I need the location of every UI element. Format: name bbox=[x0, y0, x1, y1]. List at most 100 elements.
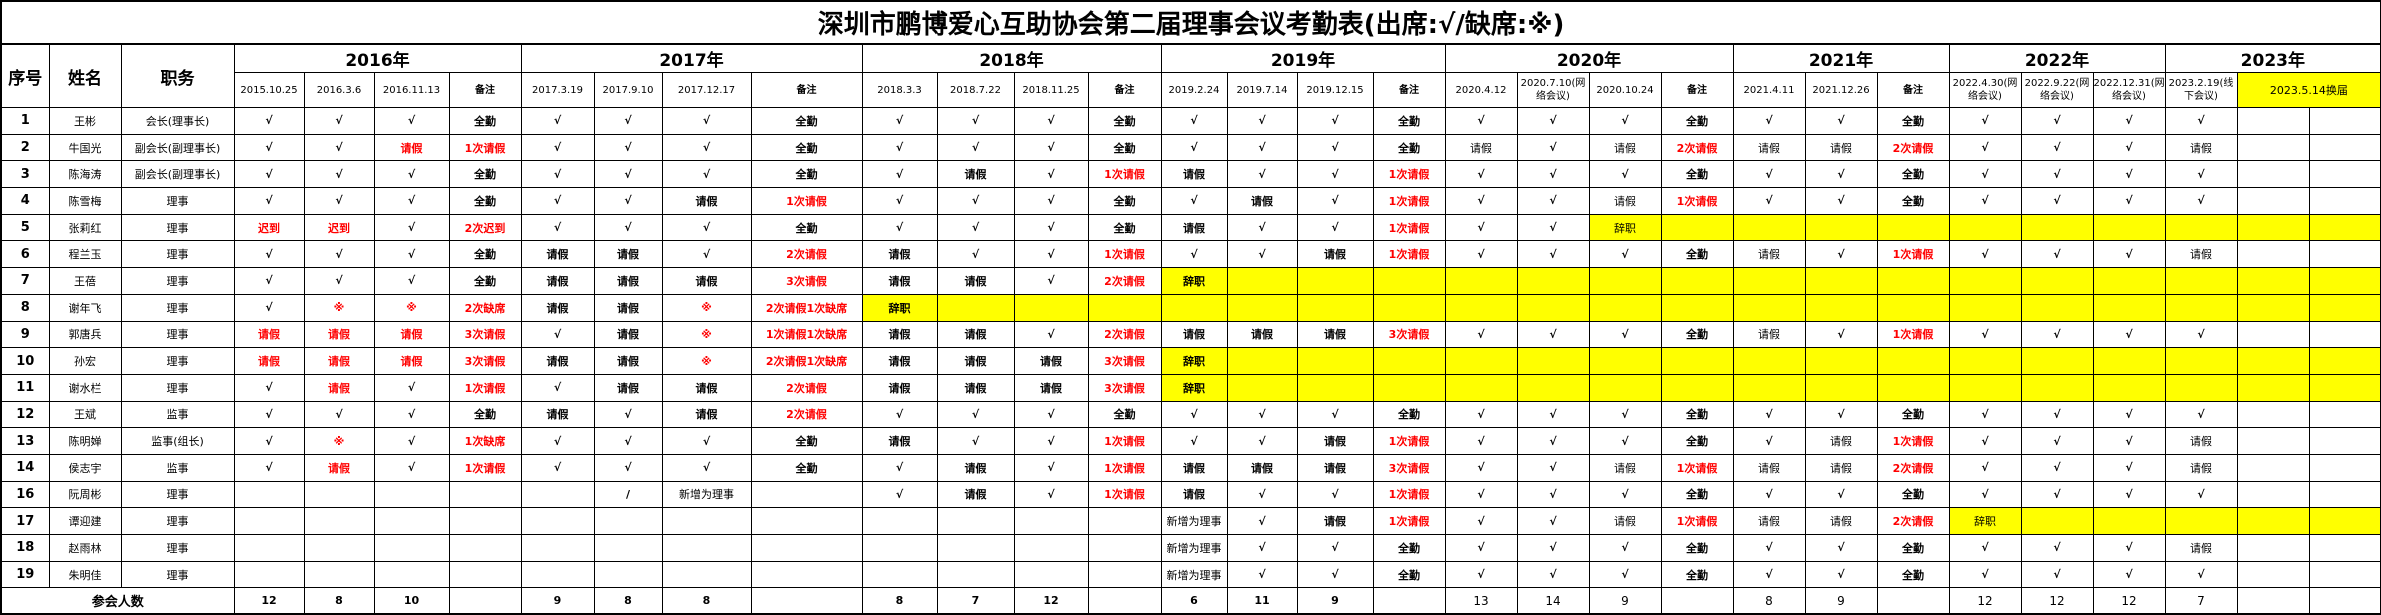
year-header: 2017年 bbox=[520, 43, 863, 73]
attendance-cell bbox=[593, 507, 663, 535]
attendance-cell: 请假 bbox=[1588, 507, 1662, 535]
attendance-cell bbox=[2308, 293, 2381, 322]
attendance-cell: √ bbox=[1226, 480, 1298, 509]
remark-cell bbox=[1087, 507, 1162, 535]
attendance-cell: 请假 bbox=[661, 187, 752, 215]
attendance-cell bbox=[2308, 133, 2381, 162]
attendance-cell: √ bbox=[373, 160, 450, 189]
attendance-cell: √ bbox=[1732, 534, 1806, 562]
meeting-date-header: 2021.12.26 bbox=[1804, 72, 1878, 108]
attendance-cell bbox=[2020, 267, 2094, 295]
attendance-cell bbox=[373, 507, 450, 535]
remark-cell bbox=[750, 507, 863, 535]
remark-header: 备注 bbox=[1660, 72, 1734, 108]
attendance-cell bbox=[2092, 293, 2166, 322]
attendance-cell: √ bbox=[1804, 320, 1878, 349]
member-seq: 17 bbox=[0, 507, 50, 535]
remark-cell: 3次请假 bbox=[448, 347, 522, 375]
meeting-date-header: 2023.5.14换届 bbox=[2236, 72, 2381, 108]
attendance-cell: √ bbox=[1160, 400, 1228, 429]
remark-cell: 全勤 bbox=[448, 400, 522, 429]
attendance-cell bbox=[1296, 267, 1374, 295]
attendance-cell: √ bbox=[303, 400, 375, 429]
attendance-cell: 请假 bbox=[861, 267, 938, 295]
attendance-cell bbox=[2236, 187, 2310, 215]
member-role: 理事 bbox=[120, 213, 235, 242]
attendance-cell: √ bbox=[1804, 187, 1878, 215]
header-name: 姓名 bbox=[48, 43, 122, 108]
remark-cell: 全勤 bbox=[448, 160, 522, 189]
member-name: 张莉红 bbox=[48, 213, 122, 242]
member-role: 理事 bbox=[120, 507, 235, 535]
remark-cell: 2次请假1次缺席 bbox=[750, 293, 863, 322]
attendance-cell: √ bbox=[2020, 560, 2094, 589]
attendance-cell: √ bbox=[1588, 320, 1662, 349]
attendance-cell: 请假 bbox=[593, 347, 663, 375]
attendance-cell: √ bbox=[861, 213, 938, 242]
remark-cell: 1次请假 bbox=[1372, 507, 1446, 535]
attendance-cell bbox=[593, 534, 663, 562]
attendance-cell: 请假 bbox=[373, 347, 450, 375]
attendance-cell: ※ bbox=[373, 293, 450, 322]
attendance-cell bbox=[861, 534, 938, 562]
attendance-cell: 请假 bbox=[861, 427, 938, 455]
attendance-cell: √ bbox=[593, 453, 663, 482]
attendance-cell: 请假 bbox=[1732, 507, 1806, 535]
attendance-cell: 请假 bbox=[1226, 453, 1298, 482]
attendance-cell: √ bbox=[661, 107, 752, 135]
remark-cell: 3次请假 bbox=[1087, 373, 1162, 402]
attendance-cell bbox=[1732, 267, 1806, 295]
attendance-cell: 新增为理事 bbox=[1160, 534, 1228, 562]
remark-cell: 全勤 bbox=[1372, 534, 1446, 562]
attendance-cell: √ bbox=[233, 160, 305, 189]
member-role: 理事 bbox=[120, 480, 235, 509]
member-seq: 6 bbox=[0, 240, 50, 269]
attendance-cell: 请假 bbox=[520, 267, 595, 295]
remark-cell: 1次请假 bbox=[1660, 507, 1734, 535]
attendance-cell: √ bbox=[1948, 400, 2022, 429]
remark-cell bbox=[1660, 373, 1734, 402]
attendance-cell: √ bbox=[2092, 187, 2166, 215]
attendance-cell: √ bbox=[661, 427, 752, 455]
member-role: 理事 bbox=[120, 267, 235, 295]
date-header-row: 2015.10.25 2016.3.6 2016.11.13 备注 2017.3.19 2… bbox=[1, 72, 2381, 108]
attendance-cell bbox=[1516, 373, 1590, 402]
member-row: 4 陈雪梅 理事 √ √ √ 全勤 √ √ 请假 1次请假 √ √ √ 全勤 √ 请假 √ 1次请假 √ √ 请假 1次请假… bbox=[0, 187, 2381, 215]
attendance-cell: √ bbox=[936, 133, 1015, 162]
attendance-cell bbox=[1732, 347, 1806, 375]
attendance-cell: 辞职 bbox=[1948, 507, 2022, 535]
attendance-cell bbox=[1588, 373, 1662, 402]
remark-cell: 全勤 bbox=[1876, 160, 1950, 189]
attendance-cell bbox=[1804, 347, 1878, 375]
meeting-date-header: 2018.3.3 bbox=[861, 72, 938, 108]
attendance-cell bbox=[303, 560, 375, 589]
member-seq: 7 bbox=[0, 267, 50, 295]
remark-cell: 全勤 bbox=[1660, 534, 1734, 562]
remark-cell: 2次请假 bbox=[750, 373, 863, 402]
attendance-cell: 请假 bbox=[1804, 507, 1878, 535]
member-row: 14 侯志宇 监事 √ 请假 √ 1次请假 √ √ √ 全勤 √ 请假 √ 1次请假 请假 请假 请假 3次请假 √ √… bbox=[0, 453, 2381, 482]
attendance-cell: 请假 bbox=[2164, 534, 2238, 562]
member-row: 13 陈明婵 监事(组长) √ ※ √ 1次缺席 √ √ √ 全勤 请假 √ √ 1次请假 √ √ 请假 1次请假 √… bbox=[0, 427, 2381, 455]
attendance-cell: 新增为理事 bbox=[1160, 560, 1228, 589]
attendance-cell: √ bbox=[1013, 427, 1089, 455]
attendance-cell: √ bbox=[1804, 160, 1878, 189]
attendance-cell: √ bbox=[1226, 133, 1298, 162]
attendance-cell: √ bbox=[1516, 560, 1590, 589]
attendance-cell bbox=[1732, 373, 1806, 402]
attendance-cell: 请假 bbox=[1732, 133, 1806, 162]
attendance-cell: √ bbox=[661, 453, 752, 482]
attendance-cell: √ bbox=[1516, 480, 1590, 509]
attendance-cell: √ bbox=[2092, 453, 2166, 482]
attendance-cell bbox=[661, 560, 752, 589]
attendance-cell: √ bbox=[1444, 320, 1518, 349]
attendance-cell: √ bbox=[2164, 560, 2238, 589]
attendee-count: 14 bbox=[1516, 587, 1590, 615]
member-role: 会长(理事长) bbox=[120, 107, 235, 135]
remark-cell: 1次请假 bbox=[1372, 213, 1446, 242]
attendance-cell: √ bbox=[1948, 160, 2022, 189]
attendance-cell bbox=[861, 507, 938, 535]
remark-cell: 全勤 bbox=[1660, 160, 1734, 189]
member-name: 赵雨林 bbox=[48, 534, 122, 562]
year-header: 2020年 bbox=[1444, 43, 1734, 73]
